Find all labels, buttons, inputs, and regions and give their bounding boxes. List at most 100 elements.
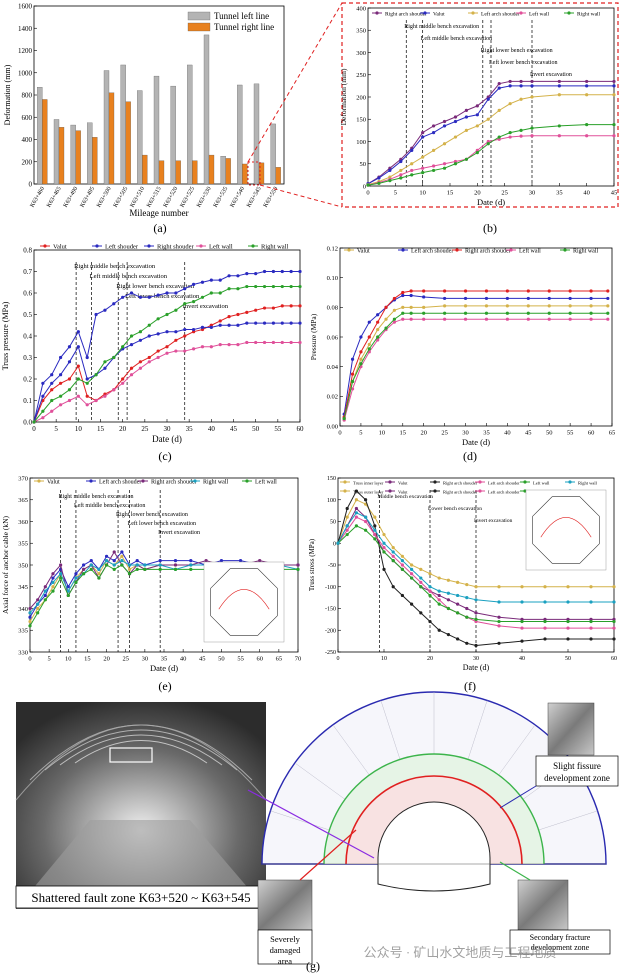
c-point (280, 284, 284, 289)
f-point (497, 585, 501, 589)
b-event-label: Left middle bench excavation (421, 35, 492, 42)
b-legend-label: Right arch shouder (385, 11, 427, 17)
a-bar (158, 160, 165, 185)
f-point (391, 559, 395, 563)
f-point (612, 585, 616, 589)
b-point (486, 97, 490, 101)
e-legend-label: Left wall (255, 478, 277, 485)
e-point (82, 563, 86, 567)
c-point (59, 373, 63, 377)
f-xtick-label: 30 (473, 656, 479, 662)
e-point (82, 572, 86, 576)
d-point (526, 317, 530, 321)
f-xtick-label: 50 (565, 656, 571, 662)
c-point (262, 306, 267, 310)
f-point (345, 528, 349, 532)
f-point (437, 628, 441, 632)
d-point (443, 311, 447, 315)
b-legend-marker (471, 11, 475, 15)
e-point (127, 567, 132, 571)
e-point (104, 563, 109, 567)
f-point (437, 576, 441, 580)
f-ytick-label: 0 (333, 541, 336, 547)
f-legend-label: Truss inner layer (353, 480, 384, 485)
d-point (384, 305, 388, 309)
d-ytick-label: 0.06 (327, 334, 339, 341)
a-ytick-label: 1000 (18, 69, 33, 77)
d-point (463, 311, 468, 315)
c-point (138, 366, 142, 370)
c-point (129, 343, 134, 347)
c-point (298, 340, 302, 345)
panel-f-line-chart: 0 10 20 30 40 50 60 -250 -200 -150 -100 -50 0 50 100 15… (308, 476, 617, 672)
c-point (32, 420, 36, 424)
a-bar (192, 160, 198, 185)
f-xlabel: Date (d) (463, 663, 490, 672)
f-point (354, 506, 358, 511)
d-ytick-label: 0.02 (327, 394, 338, 401)
panel-a-caption: (a) (153, 221, 166, 235)
c-ytick-label: 0.5 (23, 311, 32, 319)
f-point (373, 537, 377, 541)
f-point (428, 585, 432, 589)
d-point (589, 289, 593, 293)
d-point (484, 304, 489, 308)
c-xtick-label: 60 (297, 425, 305, 433)
d-point (409, 317, 413, 321)
e-point (97, 576, 101, 580)
d-legend-label: Valut (357, 248, 370, 254)
c-point (200, 325, 205, 329)
c-xtick-label: 55 (274, 425, 282, 433)
b-xtick-label: 25 (501, 190, 508, 197)
c-point (156, 317, 160, 321)
d-point (568, 296, 572, 301)
a-bar (87, 122, 93, 185)
c-point (165, 345, 169, 349)
f-point (364, 519, 368, 524)
e-point (66, 585, 70, 589)
e-ytick-label: 330 (18, 649, 28, 656)
severe-zone-label: Severely (270, 934, 300, 944)
c-point (192, 327, 196, 332)
f-point (446, 606, 450, 611)
f-ytick-label: 150 (327, 476, 336, 482)
e-point (219, 559, 224, 563)
e-ytick-label: 345 (18, 584, 28, 591)
d-xlabel: Date (d) (462, 437, 490, 447)
b-xtick-label: 15 (447, 190, 454, 197)
c-point (254, 308, 258, 312)
d-ytick-label: 0.00 (327, 423, 338, 430)
f-point (497, 624, 501, 628)
d-point (568, 304, 572, 308)
secondary-zone-label-2: development zone (531, 943, 590, 952)
e-point (28, 606, 32, 611)
c-point (200, 345, 205, 349)
b-point (421, 171, 425, 175)
d-point (409, 305, 413, 309)
panel-b-line-chart: 0 5 10 15 20 25 30 35 40 45 0 50 100 150 200 250 300 350 4… (339, 5, 617, 207)
c-point (209, 291, 213, 295)
c-point (289, 304, 293, 308)
e-point (173, 567, 178, 571)
b-point (410, 168, 414, 173)
f-point (354, 498, 358, 502)
a-bar (258, 162, 265, 185)
c-point (174, 338, 178, 342)
c-point (227, 343, 231, 347)
c-ytick-label: 0.7 (23, 268, 32, 276)
f-point (543, 626, 547, 630)
c-point (183, 302, 187, 306)
f-legend-marker (568, 480, 572, 484)
c-point (103, 366, 107, 370)
e-xtick-label: 55 (237, 656, 244, 663)
c-point (165, 330, 169, 334)
b-point (486, 117, 490, 121)
e-point (28, 619, 32, 624)
f-series-line-4 (337, 525, 614, 623)
a-bar (253, 83, 260, 185)
c-point (41, 381, 45, 385)
b-point (475, 151, 479, 155)
d-point (376, 327, 380, 332)
f-legend-marker (478, 489, 482, 493)
d-point (505, 317, 509, 321)
